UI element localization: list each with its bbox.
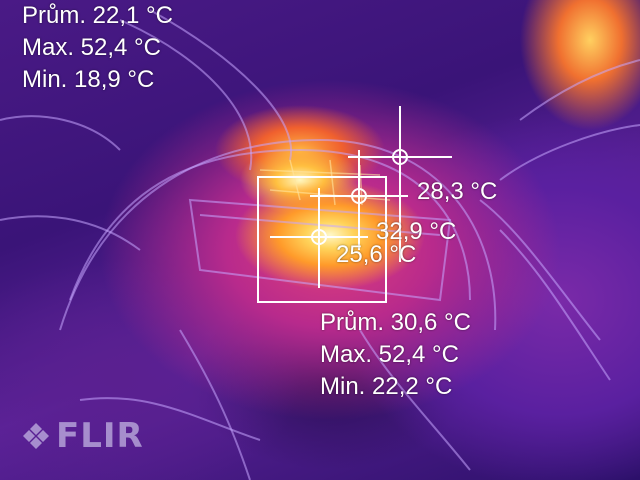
measurement-box[interactable] [257,176,387,303]
spot-label-2: 32,9 °C [376,218,457,245]
overall-maximum: Max. 52,4 °C [22,34,161,61]
flir-logo: FLIR [22,416,144,456]
box-temperature-readout: Prům. 30,6 °C Max. 52,4 °C Min. 22,2 °C [320,307,471,403]
spot-marker-1[interactable] [348,106,452,262]
box-minimum: Min. 22,2 °C [320,373,453,400]
spot-label-3: 25,6 °C [336,241,417,268]
spot-marker-2[interactable] [310,150,408,250]
box-average: Prům. 30,6 °C [320,309,471,336]
flir-diamond-icon [23,423,49,449]
flir-logo-text: FLIR [56,416,144,456]
spot-label-1: 28,3 °C [417,178,498,205]
overall-average: Prům. 22,1 °C [22,2,173,29]
spot-marker-3[interactable] [270,188,368,288]
overall-minimum: Min. 18,9 °C [22,66,155,93]
box-maximum: Max. 52,4 °C [320,341,459,368]
overall-temperature-readout: Prům. 22,1 °C Max. 52,4 °C Min. 18,9 °C [22,0,173,96]
